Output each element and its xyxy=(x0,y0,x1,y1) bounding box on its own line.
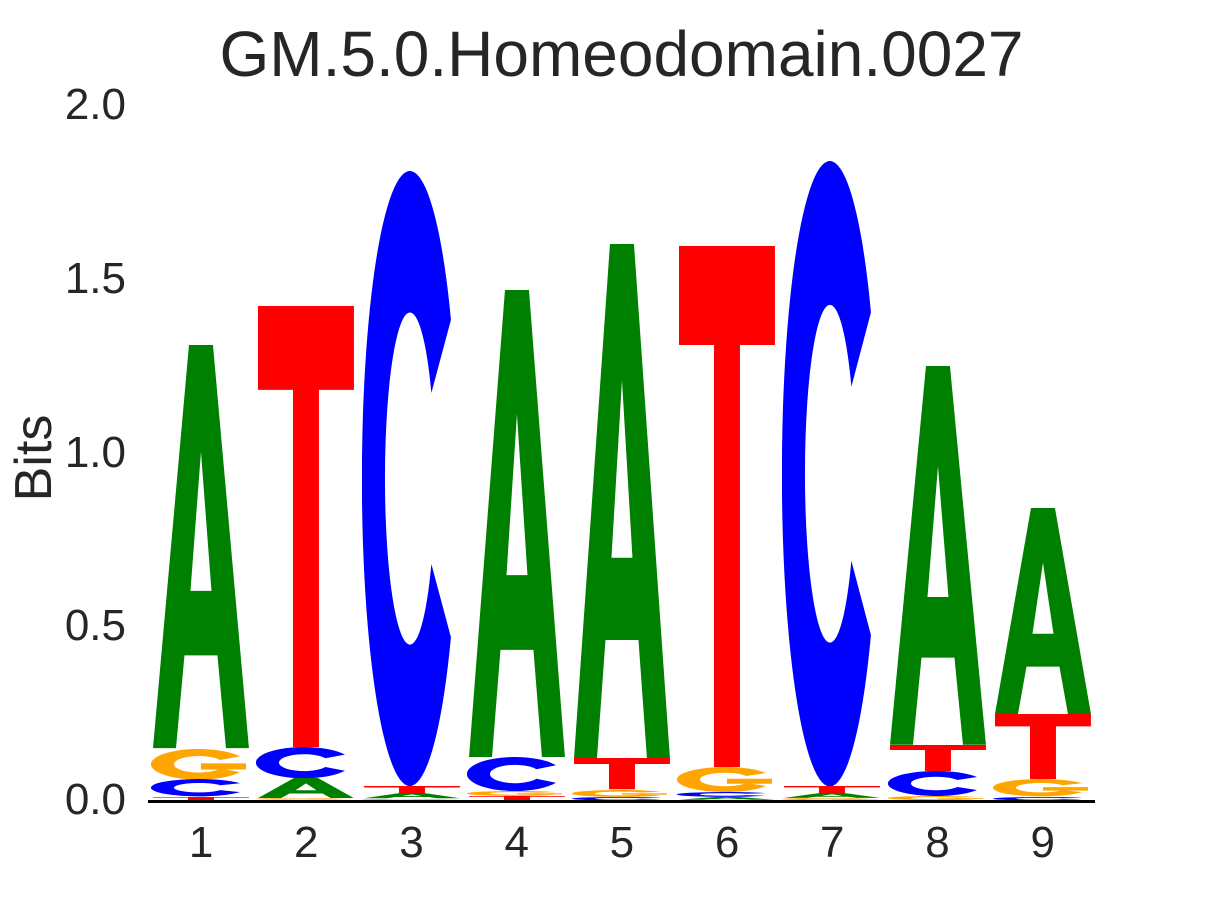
logo-letter-G xyxy=(992,779,1093,797)
logo-letter-T xyxy=(677,246,777,768)
logo-letter-A xyxy=(467,289,567,757)
logo-letter-G xyxy=(572,789,672,797)
logo-letter-C xyxy=(887,770,988,796)
y-tick-label: 1.5 xyxy=(64,253,126,303)
x-tick-label: 8 xyxy=(925,818,950,867)
x-tick-label: 2 xyxy=(294,818,319,867)
logo-letter-A xyxy=(888,365,988,745)
logo-letter-G xyxy=(151,748,251,780)
y-tick-label: 0.5 xyxy=(64,601,126,651)
x-tick-label: 1 xyxy=(188,818,214,867)
logo-letter-T xyxy=(256,305,356,747)
x-tick-label: 6 xyxy=(714,818,740,867)
logo-letter-T xyxy=(467,795,567,800)
logo-letter-A xyxy=(362,793,462,799)
logo-letter-G xyxy=(256,798,356,800)
logo-letter-G xyxy=(677,767,777,793)
logo-letter-T xyxy=(572,758,672,790)
x-tick-label: 4 xyxy=(504,818,529,867)
logo-letter-G xyxy=(361,798,462,800)
logo-letter-C xyxy=(466,756,567,791)
logo-letter-T xyxy=(993,714,1093,780)
y-tick-label: 1.0 xyxy=(64,427,126,477)
x-tick-label: 5 xyxy=(609,818,635,867)
logo-letter-C xyxy=(677,792,777,798)
logo-letter-C xyxy=(782,160,882,787)
logo-letter-G xyxy=(466,790,567,796)
logo-letter-A xyxy=(993,508,1093,715)
logo-letter-G xyxy=(782,797,882,800)
logo-letter-T xyxy=(362,785,462,794)
y-tick-label: 2.0 xyxy=(64,80,126,129)
logo-letter-C xyxy=(361,170,462,786)
logo-letter-C xyxy=(256,746,356,779)
logo-letter-C xyxy=(571,796,672,800)
x-axis-line xyxy=(148,800,1095,803)
chart-title: GM.5.0.Homeodomain.0027 xyxy=(219,18,1024,90)
logo-letter-A xyxy=(677,797,777,800)
logo-letter-A xyxy=(151,345,251,749)
x-tick-label: 3 xyxy=(399,818,424,867)
y-tick-label: 0.0 xyxy=(64,775,126,824)
logo-letter-A xyxy=(256,778,356,799)
x-tick-label: 9 xyxy=(1030,818,1055,867)
x-tick-label: 7 xyxy=(820,818,845,867)
logo-letter-C xyxy=(151,779,251,797)
logo-letter-A xyxy=(572,244,672,759)
logo-letter-C xyxy=(992,796,1093,800)
logo-letter-T xyxy=(151,796,251,800)
logo-letter-G xyxy=(887,795,988,800)
logo-letter-A xyxy=(782,793,882,798)
logo-letter-T xyxy=(888,744,988,771)
logo-letter-T xyxy=(782,786,882,794)
